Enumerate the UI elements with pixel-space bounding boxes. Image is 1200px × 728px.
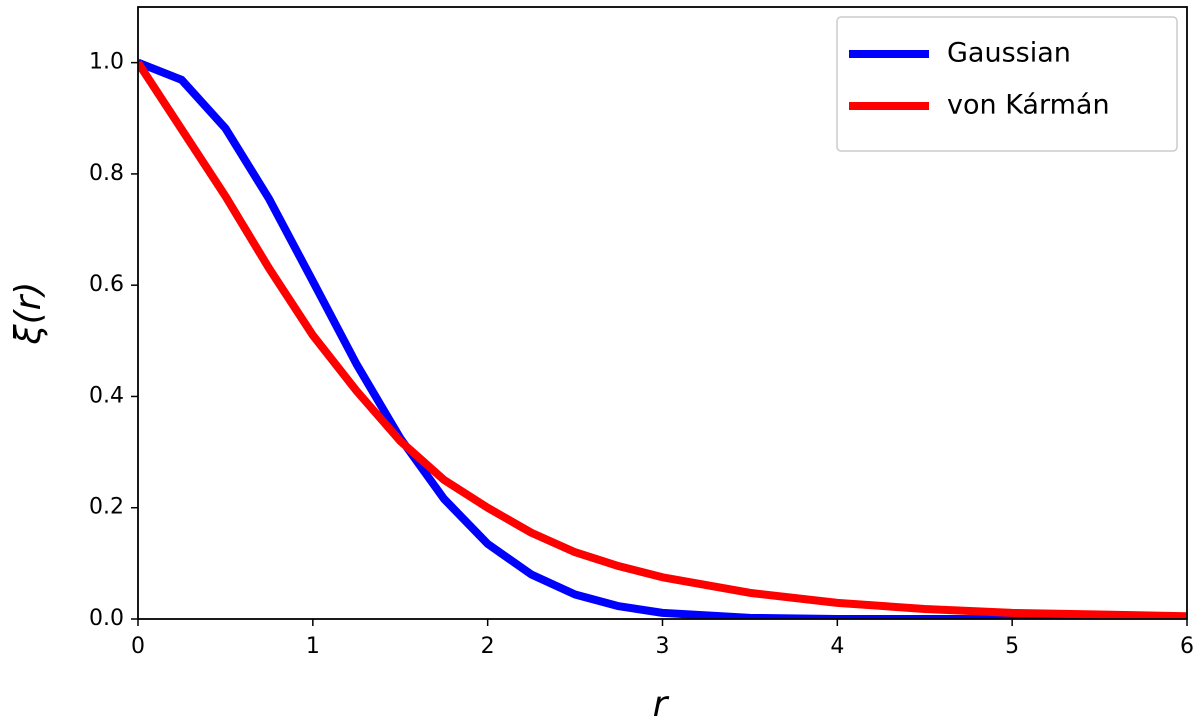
x-tick-label: 4 — [830, 634, 844, 659]
y-tick-label: 0.4 — [89, 383, 124, 408]
y-tick-label: 0.6 — [89, 272, 124, 297]
x-tick-label: 1 — [306, 634, 320, 659]
plot-frame — [137, 6, 1188, 620]
y-tick-label: 0.8 — [89, 161, 124, 186]
x-tick-label: 2 — [481, 634, 495, 659]
x-axis-label: r — [653, 684, 670, 725]
series-line — [138, 58, 1187, 619]
y-axis-label: ξ(r) — [8, 282, 49, 346]
x-tick-label: 3 — [656, 634, 670, 659]
series-line — [138, 60, 1187, 619]
legend-label: von Kármán — [947, 90, 1110, 121]
x-tick-label: 0 — [131, 634, 145, 659]
y-tick-label: 1.0 — [89, 50, 124, 75]
y-tick-label: 0.2 — [89, 495, 124, 520]
y-tick-label: 0.0 — [89, 606, 124, 631]
x-tick-label: 6 — [1180, 634, 1194, 659]
x-tick-label: 5 — [1005, 634, 1019, 659]
legend-label: Gaussian — [947, 38, 1071, 69]
